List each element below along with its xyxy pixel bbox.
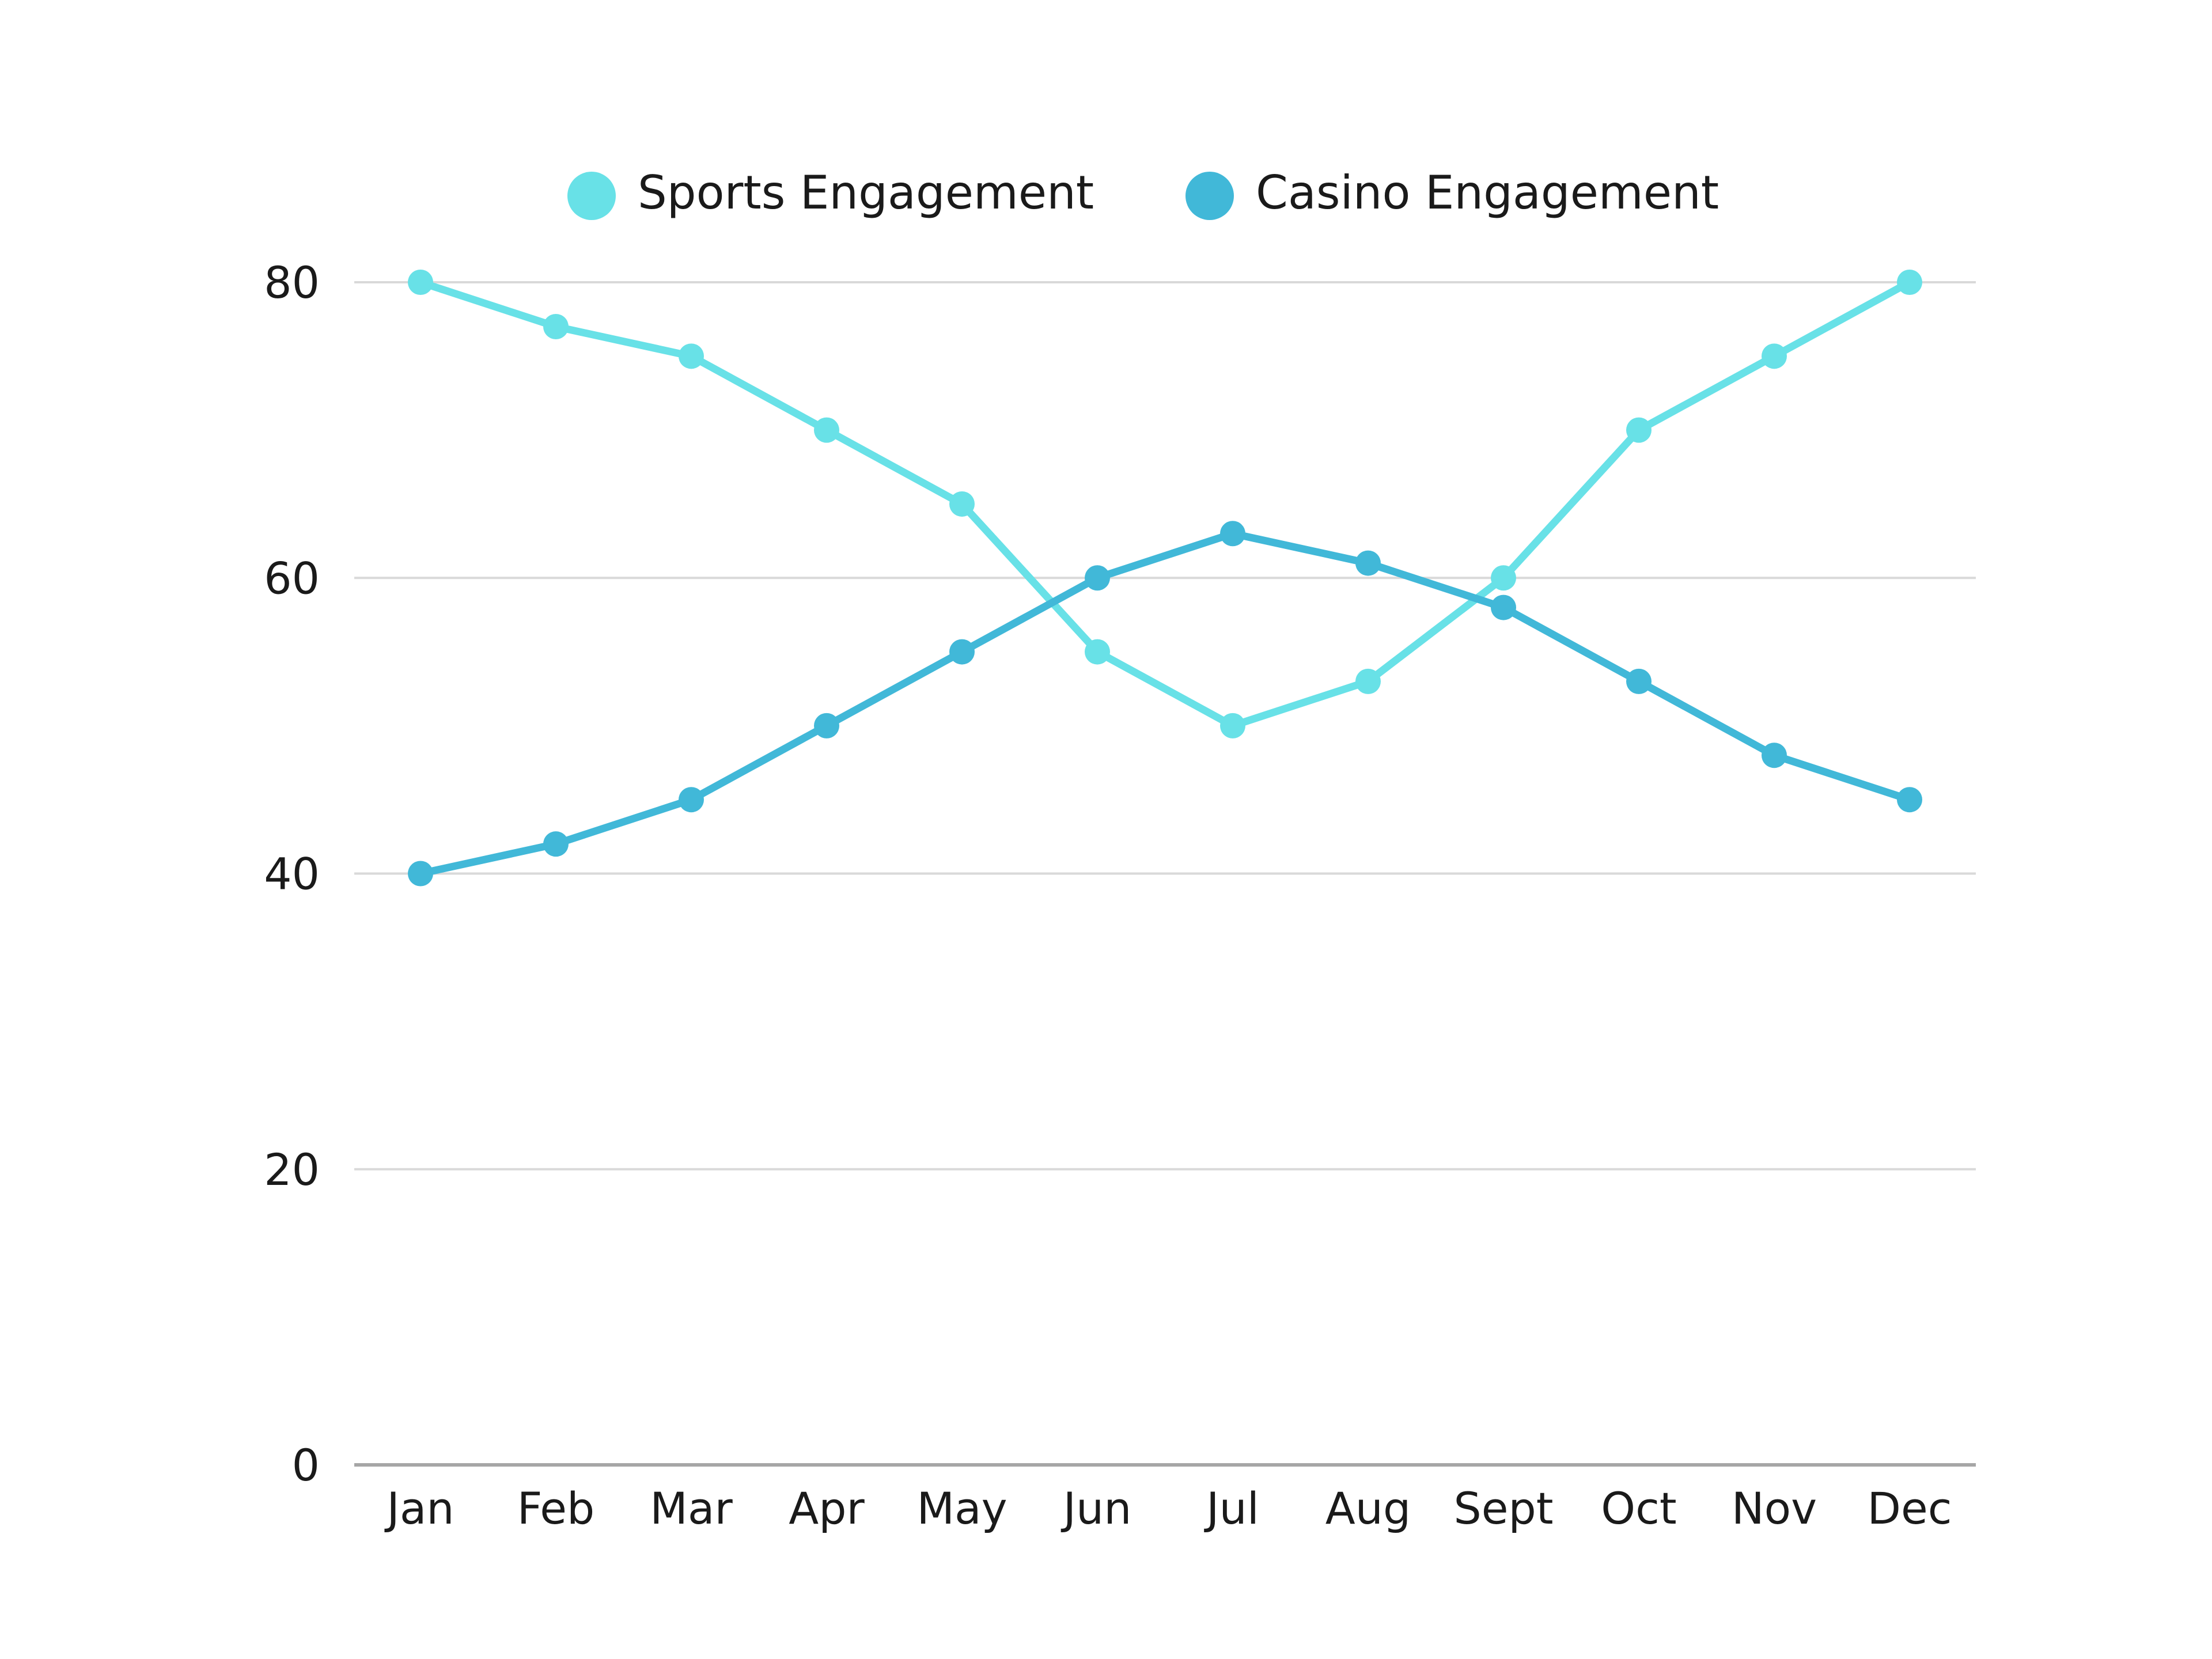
x-tick-label: Jun bbox=[1061, 1483, 1132, 1534]
data-point bbox=[1897, 787, 1922, 813]
data-point bbox=[408, 270, 433, 295]
data-point bbox=[1220, 521, 1245, 547]
data-point bbox=[1355, 550, 1381, 576]
data-point bbox=[814, 713, 839, 738]
gridlines bbox=[354, 281, 1976, 1467]
legend-item-sports: Sports Engagement bbox=[567, 166, 1094, 220]
x-tick-label: Apr bbox=[789, 1483, 865, 1534]
data-point bbox=[949, 491, 975, 517]
data-point bbox=[408, 861, 433, 887]
legend-marker-sports bbox=[567, 172, 616, 220]
data-point bbox=[949, 639, 975, 665]
x-tick-label: May bbox=[916, 1483, 1007, 1534]
x-axis-ticks: Jan Feb Mar Apr May Jun Jul Aug Sept Oct Nov Dec bbox=[384, 1483, 1952, 1534]
x-tick-label: Sept bbox=[1453, 1483, 1553, 1534]
x-tick-label: Nov bbox=[1732, 1483, 1817, 1534]
x-tick-label: Jul bbox=[1204, 1483, 1259, 1534]
data-point bbox=[1085, 639, 1110, 665]
data-point bbox=[543, 313, 569, 339]
legend-item-casino: Casino Engagement bbox=[1185, 166, 1719, 220]
data-point bbox=[1085, 565, 1110, 591]
data-point bbox=[1220, 713, 1245, 738]
y-tick-label: 60 bbox=[264, 552, 320, 604]
data-point bbox=[1491, 565, 1516, 591]
x-tick-label: Mar bbox=[650, 1483, 733, 1534]
x-tick-label: Jan bbox=[384, 1483, 454, 1534]
series-layer bbox=[408, 270, 1922, 887]
y-axis-ticks: 0 20 40 60 80 bbox=[264, 257, 320, 1491]
legend-label-sports: Sports Engagement bbox=[638, 166, 1094, 219]
data-point bbox=[679, 343, 704, 369]
legend-label-casino: Casino Engagement bbox=[1256, 166, 1719, 219]
x-tick-label: Feb bbox=[517, 1483, 595, 1534]
series-line bbox=[416, 278, 1914, 730]
legend-marker-casino bbox=[1185, 172, 1234, 220]
legend: Sports Engagement Casino Engagement bbox=[567, 166, 1719, 220]
y-tick-label: 80 bbox=[264, 257, 320, 308]
y-tick-label: 40 bbox=[264, 849, 320, 900]
data-point bbox=[1762, 343, 1787, 369]
data-point bbox=[1355, 668, 1381, 694]
data-point bbox=[1762, 743, 1787, 768]
series-1 bbox=[408, 521, 1922, 887]
data-point bbox=[814, 417, 839, 443]
y-tick-label: 20 bbox=[264, 1144, 320, 1195]
series-0 bbox=[408, 270, 1922, 738]
series-line bbox=[416, 529, 1914, 877]
y-tick-label: 0 bbox=[292, 1440, 320, 1491]
data-point bbox=[1626, 417, 1652, 443]
x-tick-label: Aug bbox=[1325, 1483, 1411, 1534]
x-tick-label: Dec bbox=[1867, 1483, 1952, 1534]
data-point bbox=[543, 831, 569, 857]
data-point bbox=[1491, 594, 1516, 620]
data-point bbox=[679, 787, 704, 813]
data-point bbox=[1626, 668, 1652, 694]
data-point bbox=[1897, 270, 1922, 295]
x-tick-label: Oct bbox=[1601, 1483, 1676, 1534]
